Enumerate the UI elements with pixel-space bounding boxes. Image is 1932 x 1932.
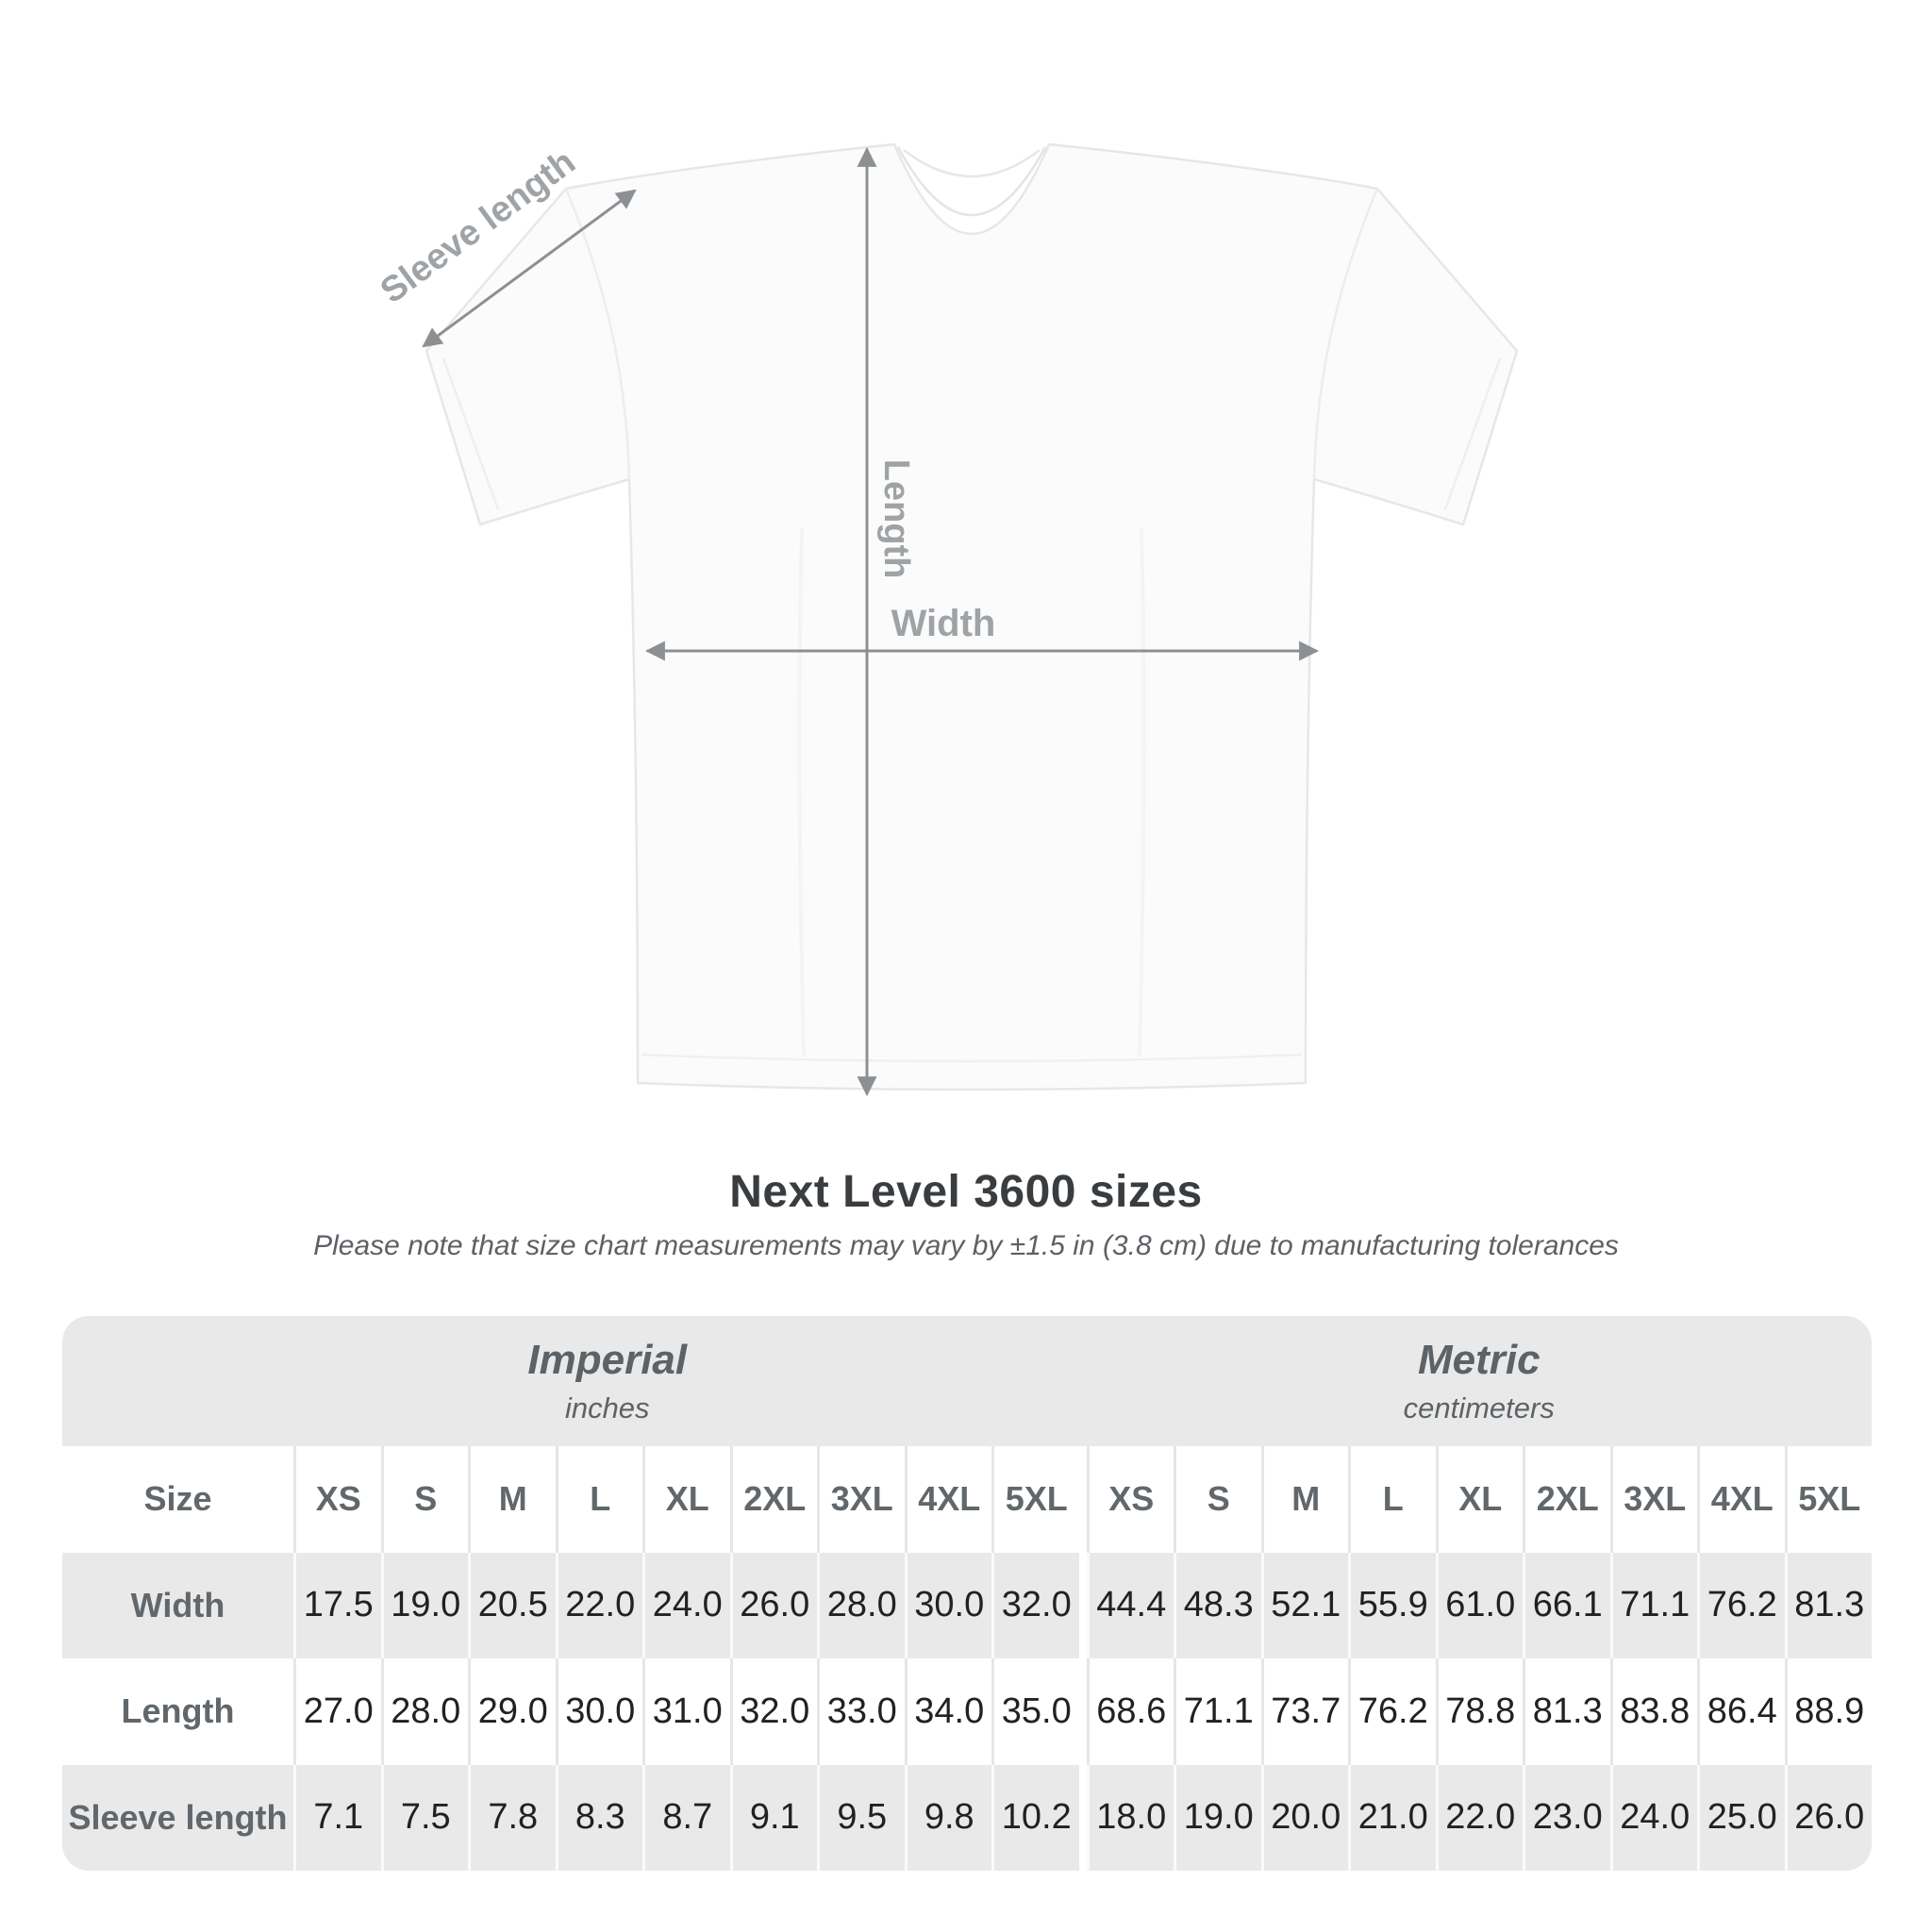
size-header-imperial: 2XL — [729, 1446, 817, 1553]
page-subtitle: Please note that size chart measurements… — [313, 1230, 1619, 1261]
size-header-metric: 4XL — [1697, 1446, 1785, 1553]
value-cell: 9.5 — [817, 1764, 905, 1871]
table-header-band: Imperial inches Metric centimeters — [62, 1316, 1872, 1446]
value-cell: 52.1 — [1260, 1552, 1348, 1658]
value-cell: 21.0 — [1348, 1764, 1436, 1871]
size-header-imperial: 4XL — [904, 1446, 991, 1553]
size-header-imperial: S — [380, 1446, 468, 1553]
value-cell: 34.0 — [904, 1658, 991, 1765]
imperial-section-name: Imperial — [527, 1337, 688, 1383]
size-header-metric: 5XL — [1784, 1446, 1872, 1553]
value-cell: 22.0 — [1435, 1764, 1523, 1871]
value-cell: 86.4 — [1697, 1658, 1785, 1765]
section-divider — [1078, 1658, 1087, 1765]
metric-section-unit: centimeters — [1403, 1391, 1555, 1424]
size-header-imperial: L — [555, 1446, 642, 1553]
section-divider — [1078, 1446, 1087, 1553]
size-header-metric: S — [1174, 1446, 1261, 1553]
value-cell: 76.2 — [1348, 1658, 1436, 1765]
value-cell: 32.0 — [991, 1552, 1079, 1658]
value-cell: 28.0 — [817, 1552, 905, 1658]
size-header-metric: XS — [1086, 1446, 1174, 1553]
value-cell: 27.0 — [293, 1658, 381, 1765]
size-header-imperial: 5XL — [991, 1446, 1079, 1553]
value-cell: 48.3 — [1174, 1552, 1261, 1658]
size-header-imperial: M — [468, 1446, 556, 1553]
imperial-section-header: Imperial inches — [62, 1316, 1087, 1446]
section-divider — [1078, 1764, 1087, 1871]
metric-section-header: Metric centimeters — [1086, 1316, 1872, 1446]
section-divider — [1078, 1552, 1087, 1658]
value-cell: 9.8 — [904, 1764, 991, 1871]
value-cell: 26.0 — [729, 1552, 817, 1658]
width-label: Width — [891, 603, 996, 644]
value-cell: 35.0 — [991, 1658, 1079, 1765]
value-cell: 81.3 — [1784, 1552, 1872, 1658]
value-cell: 32.0 — [729, 1658, 817, 1765]
size-header-metric: L — [1348, 1446, 1436, 1553]
tshirt-diagram: Sleeve length Length Width — [374, 142, 1519, 1097]
value-cell: 33.0 — [817, 1658, 905, 1765]
size-header-metric: XL — [1435, 1446, 1523, 1553]
value-cell: 30.0 — [904, 1552, 991, 1658]
size-header-metric: 3XL — [1609, 1446, 1697, 1553]
value-cell: 17.5 — [293, 1552, 381, 1658]
value-cell: 68.6 — [1086, 1658, 1174, 1765]
value-cell: 8.3 — [555, 1764, 642, 1871]
value-cell: 76.2 — [1697, 1552, 1785, 1658]
value-cell: 66.1 — [1523, 1552, 1610, 1658]
size-table-grid: Size XS S M L XL 2XL 3XL 4XL 5XL XS S M L XL 2XL 3XL 4XL 5… — [62, 1446, 1872, 1871]
size-table: Imperial inches Metric centimeters Size X… — [62, 1316, 1872, 1871]
value-cell: 26.0 — [1784, 1764, 1872, 1871]
value-cell: 88.9 — [1784, 1658, 1872, 1765]
value-cell: 20.0 — [1260, 1764, 1348, 1871]
value-cell: 18.0 — [1086, 1764, 1174, 1871]
value-cell: 30.0 — [555, 1658, 642, 1765]
value-cell: 61.0 — [1435, 1552, 1523, 1658]
value-cell: 29.0 — [468, 1658, 556, 1765]
size-header-imperial: XS — [293, 1446, 381, 1553]
page-title: Next Level 3600 sizes — [729, 1167, 1203, 1217]
value-cell: 83.8 — [1609, 1658, 1697, 1765]
value-cell: 7.1 — [293, 1764, 381, 1871]
value-cell: 8.7 — [642, 1764, 730, 1871]
measurement-arrows — [422, 146, 1320, 1097]
size-header-metric: 2XL — [1523, 1446, 1610, 1553]
value-cell: 10.2 — [991, 1764, 1079, 1871]
value-cell: 20.5 — [468, 1552, 556, 1658]
size-column-header: Size — [62, 1446, 293, 1553]
size-header-imperial: 3XL — [817, 1446, 905, 1553]
sleeve-length-arrow — [422, 189, 637, 348]
metric-section-name: Metric — [1417, 1337, 1541, 1383]
value-cell: 81.3 — [1523, 1658, 1610, 1765]
value-cell: 25.0 — [1697, 1764, 1785, 1871]
value-cell: 9.1 — [729, 1764, 817, 1871]
value-cell: 19.0 — [1174, 1764, 1261, 1871]
value-cell: 7.8 — [468, 1764, 556, 1871]
value-cell: 71.1 — [1174, 1658, 1261, 1765]
value-cell: 24.0 — [1609, 1764, 1697, 1871]
value-cell: 44.4 — [1086, 1552, 1174, 1658]
value-cell: 71.1 — [1609, 1552, 1697, 1658]
value-cell: 23.0 — [1523, 1764, 1610, 1871]
value-cell: 22.0 — [555, 1552, 642, 1658]
row-label: Width — [62, 1552, 293, 1658]
row-label: Sleeve length — [62, 1764, 293, 1871]
value-cell: 55.9 — [1348, 1552, 1436, 1658]
size-header-imperial: XL — [642, 1446, 730, 1553]
row-label: Length — [62, 1658, 293, 1765]
size-header-metric: M — [1260, 1446, 1348, 1553]
value-cell: 28.0 — [380, 1658, 468, 1765]
length-label: Length — [876, 459, 916, 579]
value-cell: 24.0 — [642, 1552, 730, 1658]
value-cell: 31.0 — [642, 1658, 730, 1765]
value-cell: 19.0 — [380, 1552, 468, 1658]
value-cell: 73.7 — [1260, 1658, 1348, 1765]
value-cell: 78.8 — [1435, 1658, 1523, 1765]
value-cell: 7.5 — [380, 1764, 468, 1871]
imperial-section-unit: inches — [564, 1391, 650, 1424]
